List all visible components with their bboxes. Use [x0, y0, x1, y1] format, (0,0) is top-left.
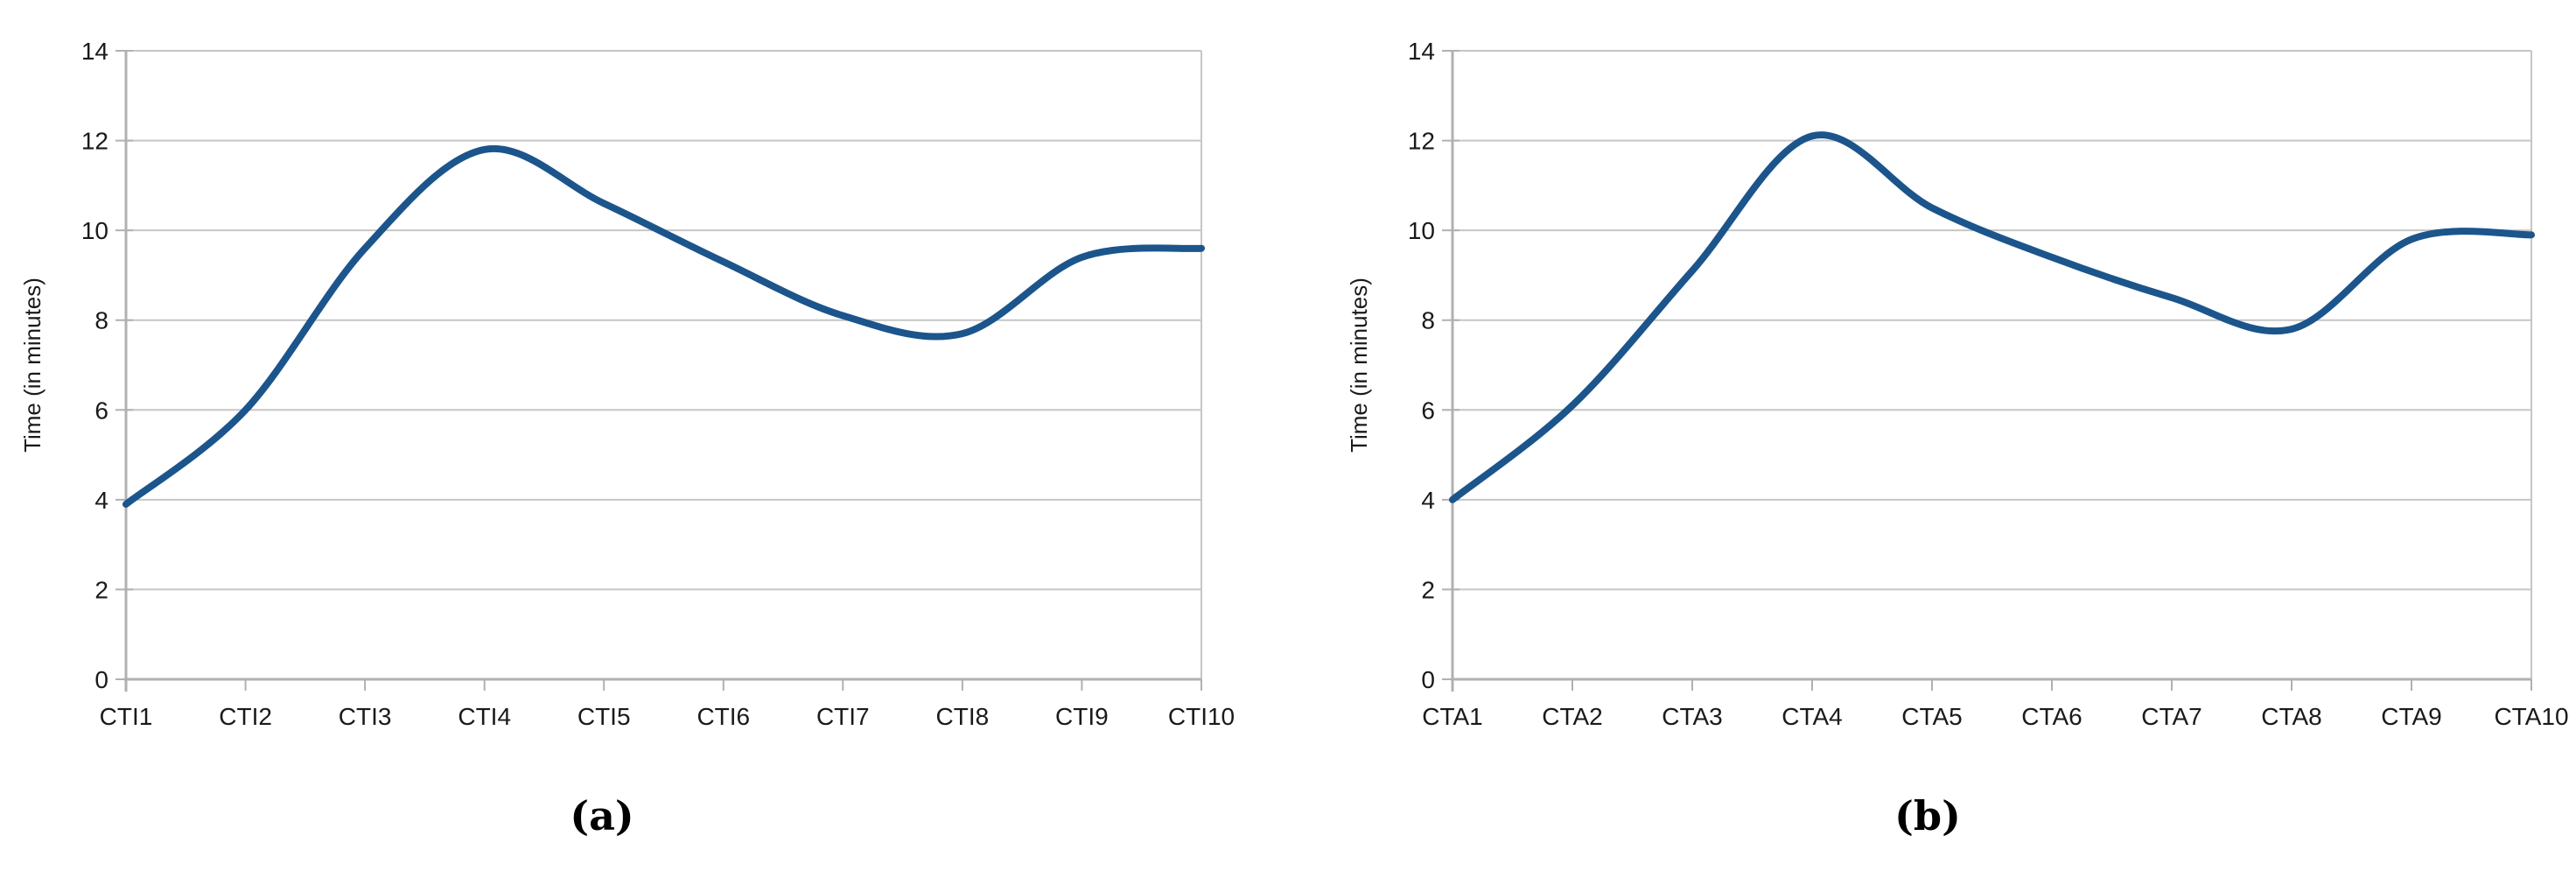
x-tick-label-CTA3: CTA3 [1662, 703, 1723, 730]
chart-a-svg: 0 2 4 6 8 10 12 14 CTI1 CTI2 CTI3 CTI4 CTI5 CTI6 CTI7 C… [19, 38, 1235, 839]
chart-b-plot-area: 0 2 4 6 8 10 12 14 CTA1 CTA2 CTA3 CTA4 CTA5 CTA6 CTA7 C… [1408, 38, 2569, 730]
y-tick-label-6: 6 [1421, 397, 1435, 424]
chart-a-caption: (a) [570, 792, 634, 839]
x-tick-label-CTI4: CTI4 [458, 703, 511, 730]
y-tick-label-14: 14 [1408, 38, 1435, 65]
x-tick-label-CTA7: CTA7 [2141, 703, 2202, 730]
x-tick-label-CTI7: CTI7 [816, 703, 870, 730]
y-tick-label-8: 8 [1421, 307, 1435, 334]
y-tick-label-8: 8 [94, 307, 108, 334]
y-tick-label-4: 4 [1421, 487, 1435, 514]
x-tick-label-CTA1: CTA1 [1422, 703, 1483, 730]
x-tick-label-CTA4: CTA4 [1782, 703, 1843, 730]
y-tick-label-4: 4 [94, 487, 108, 514]
chart-a: 0 2 4 6 8 10 12 14 CTI1 CTI2 CTI3 CTI4 CTI5 CTI6 CTI7 C… [0, 0, 1286, 871]
y-tick-label-2: 2 [1421, 576, 1435, 603]
x-tick-label-CTI8: CTI8 [936, 703, 990, 730]
x-tick-label-CTI3: CTI3 [339, 703, 392, 730]
x-tick-label-CTI5: CTI5 [578, 703, 631, 730]
x-tick-label-CTA2: CTA2 [1542, 703, 1603, 730]
series-line-Time [1449, 131, 2535, 503]
x-tick-label-CTA8: CTA8 [2261, 703, 2322, 730]
y-tick-label-6: 6 [94, 397, 108, 424]
y-tick-label-10: 10 [81, 217, 108, 244]
x-tick-label-CTI9: CTI9 [1055, 703, 1109, 730]
y-tick-label-0: 0 [94, 666, 108, 693]
y-tick-label-14: 14 [81, 38, 108, 65]
x-tick-label-CTA5: CTA5 [1901, 703, 1963, 730]
x-tick-label-CTA10: CTA10 [2494, 703, 2568, 730]
x-tick-label-CTA6: CTA6 [2021, 703, 2082, 730]
y-tick-label-2: 2 [94, 576, 108, 603]
x-tick-label-CTI6: CTI6 [696, 703, 750, 730]
x-tick-label-CTA9: CTA9 [2381, 703, 2442, 730]
y-tick-label-12: 12 [81, 128, 108, 155]
chart-b-y-axis-title: Time (in minutes) [1346, 277, 1372, 453]
y-tick-label-0: 0 [1421, 666, 1435, 693]
chart-a-y-axis-title: Time (in minutes) [19, 277, 46, 453]
series-line-Time [122, 144, 1205, 508]
chart-b-svg: 0 2 4 6 8 10 12 14 CTA1 CTA2 CTA3 CTA4 CTA5 CTA6 CTA7 C… [1346, 38, 2569, 839]
x-tick-label-CTI1: CTI1 [100, 703, 153, 730]
x-tick-label-CTI10: CTI10 [1168, 703, 1235, 730]
chart-b: 0 2 4 6 8 10 12 14 CTA1 CTA2 CTA3 CTA4 CTA5 CTA6 CTA7 C… [1290, 0, 2576, 871]
y-tick-label-10: 10 [1408, 217, 1435, 244]
y-tick-label-12: 12 [1408, 128, 1435, 155]
x-tick-label-CTI2: CTI2 [219, 703, 272, 730]
chart-b-caption: (b) [1894, 792, 1961, 839]
chart-a-plot-area: 0 2 4 6 8 10 12 14 CTI1 CTI2 CTI3 CTI4 CTI5 CTI6 CTI7 C… [81, 38, 1235, 730]
